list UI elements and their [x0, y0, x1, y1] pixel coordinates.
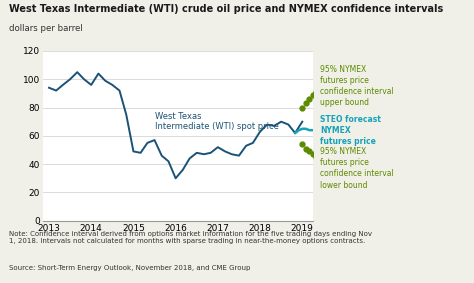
Text: 95% NYMEX
futures price
confidence interval
upper bound: 95% NYMEX futures price confidence inter…: [320, 65, 394, 108]
Text: 95% NYMEX
futures price
confidence interval
lower bound: 95% NYMEX futures price confidence inter…: [320, 147, 394, 190]
Text: dollars per barrel: dollars per barrel: [9, 24, 83, 33]
Text: STEO forecast
NYMEX
futures price: STEO forecast NYMEX futures price: [320, 115, 381, 146]
Text: West Texas
Intermediate (WTI) spot price: West Texas Intermediate (WTI) spot price: [155, 112, 278, 131]
Text: Note: Confidence interval derived from options market information for the five t: Note: Confidence interval derived from o…: [9, 231, 373, 244]
Text: Source: Short-Term Energy Outlook, November 2018, and CME Group: Source: Short-Term Energy Outlook, Novem…: [9, 265, 251, 271]
Text: West Texas Intermediate (WTI) crude oil price and NYMEX confidence intervals: West Texas Intermediate (WTI) crude oil …: [9, 4, 444, 14]
